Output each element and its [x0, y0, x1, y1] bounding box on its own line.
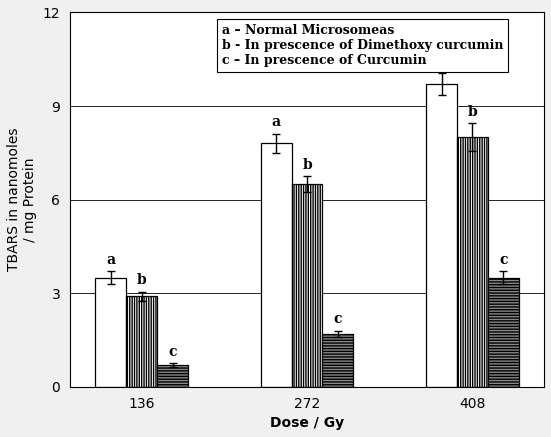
Text: a: a — [272, 115, 281, 129]
Bar — [426, 84, 457, 387]
Bar — [291, 184, 322, 387]
Bar — [261, 143, 291, 387]
Text: c: c — [334, 312, 342, 326]
Text: c: c — [168, 345, 177, 359]
Bar — [157, 365, 188, 387]
Bar — [457, 137, 488, 387]
Text: a: a — [106, 253, 115, 267]
Text: a: a — [437, 55, 446, 69]
Text: c: c — [499, 253, 507, 267]
Bar — [95, 277, 126, 387]
Text: b: b — [137, 273, 147, 287]
Text: b: b — [468, 104, 477, 118]
Y-axis label: TBARS in nanomoles
/ mg Protein: TBARS in nanomoles / mg Protein — [7, 128, 37, 271]
Bar — [126, 296, 157, 387]
X-axis label: Dose / Gy: Dose / Gy — [270, 416, 344, 430]
Text: a – Normal Microsomeas
b - In prescence of Dimethoxy curcumin
c – In prescence o: a – Normal Microsomeas b - In prescence … — [222, 24, 503, 67]
Bar — [488, 277, 518, 387]
Text: b: b — [302, 157, 312, 172]
Bar — [322, 334, 353, 387]
